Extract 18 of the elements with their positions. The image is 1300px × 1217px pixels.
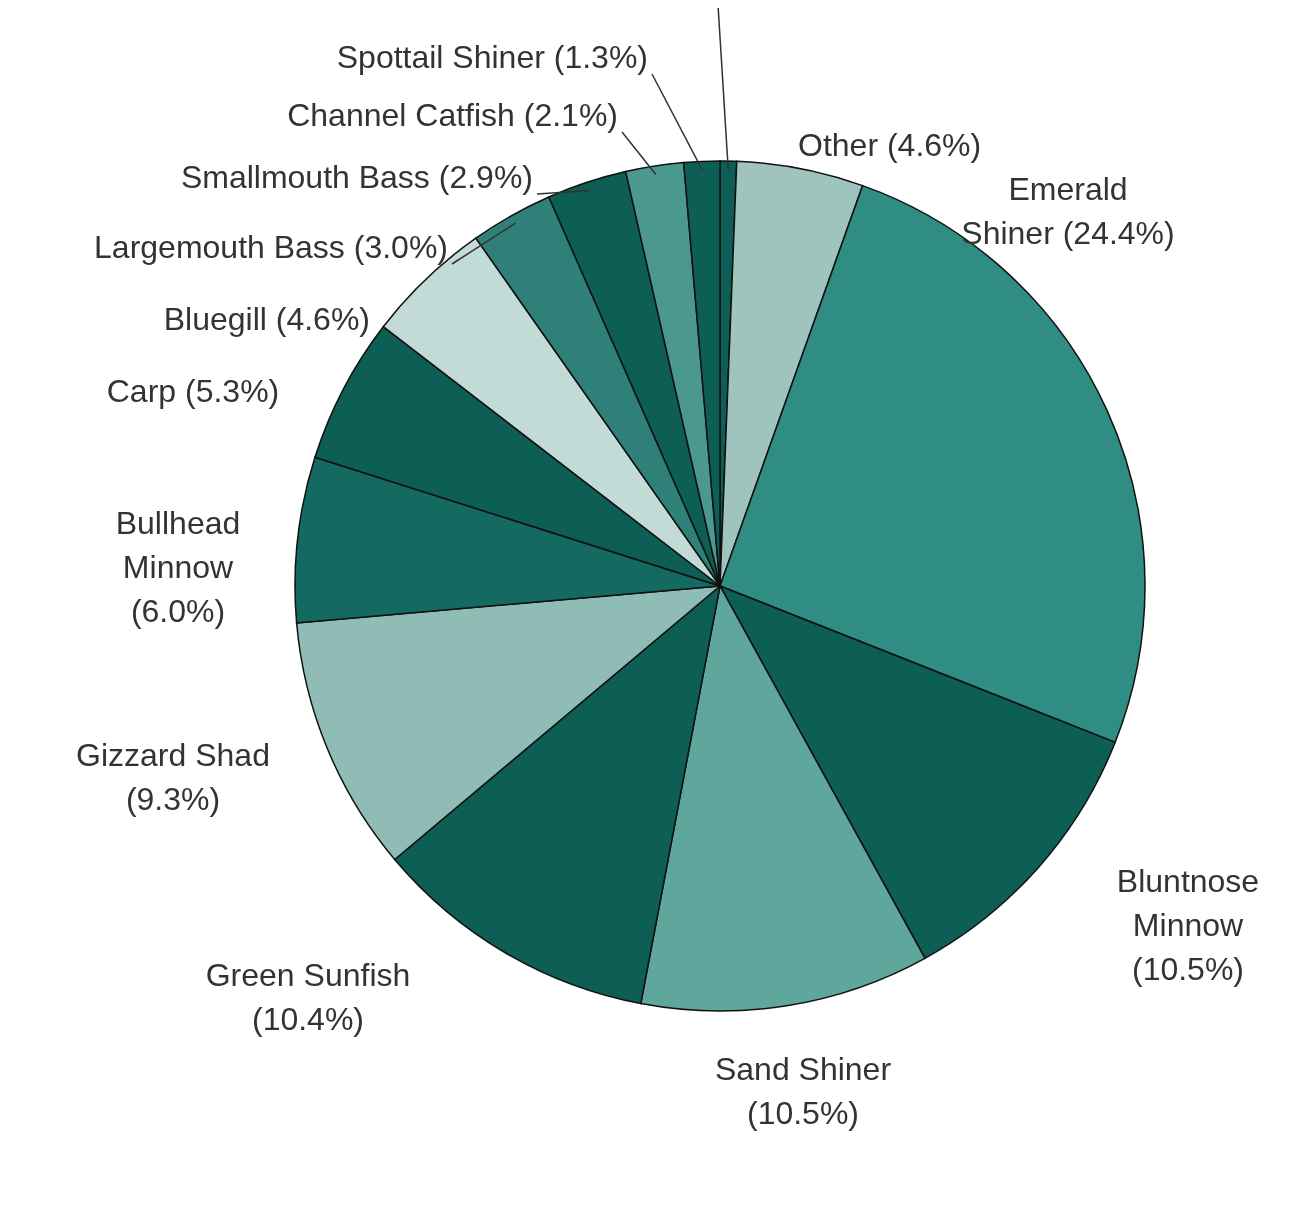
slice-label: Channel Catfish (2.1%) [287,97,618,133]
data-label: (9.3%) [125,781,221,817]
data-label: (10.5%) [746,1095,860,1131]
slice-label: Smallmouth Bass (2.9%) [180,159,533,195]
slice-label: Spottail Shiner (1.3%) [336,39,648,75]
slice-label: Bullhead Minnow [115,505,241,585]
data-label: (10.5%) [1131,951,1245,987]
slice-label: Bluntnose Minnow [1116,863,1260,943]
slice-label: Green Sunfish [205,957,411,993]
slice-label: Emerald Shiner (24.4%) [961,171,1175,251]
data-label: (6.0%) [130,593,226,629]
data-label: (10.4%) [251,1001,365,1037]
slice-label: Gizzard Shad [76,737,270,773]
slice-label: Sand Shiner [714,1051,892,1087]
slice-label: Bluegill (4.6%) [163,301,370,337]
slice-label: Largemouth Bass (3.0%) [94,229,448,265]
slice-label: Carp (5.3%) [106,373,280,409]
slice-label: Other (4.6%) [798,127,982,163]
